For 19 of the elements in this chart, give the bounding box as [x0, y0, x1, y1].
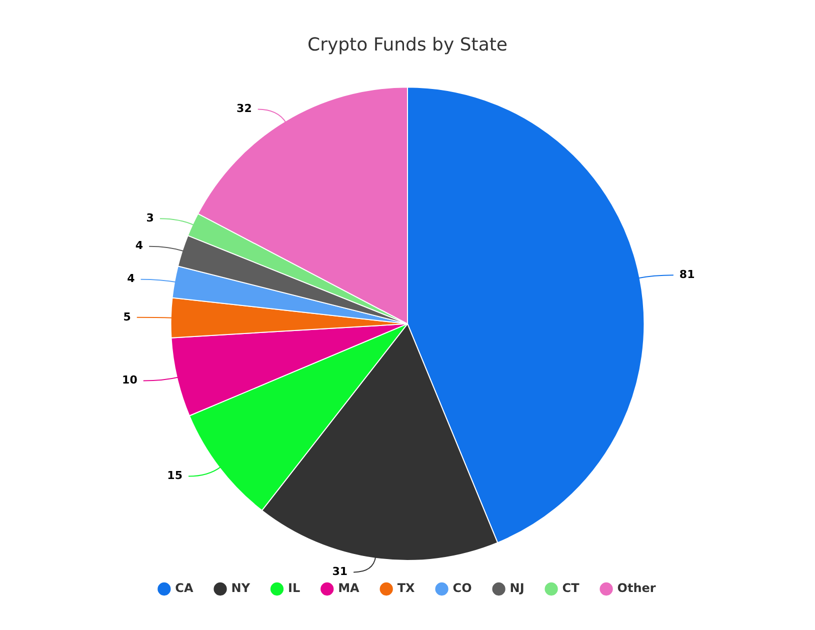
legend-label: TX: [397, 581, 416, 596]
legend-label: NJ: [510, 581, 524, 596]
legend-label: CO: [452, 581, 472, 596]
data-label: 4: [135, 239, 144, 252]
data-label: 5: [123, 310, 131, 324]
data-label: 81: [679, 268, 695, 282]
legend-label: CA: [175, 581, 194, 596]
legend-label: IL: [288, 581, 300, 596]
data-label: 4: [127, 272, 136, 286]
data-label: 32: [236, 102, 252, 116]
legend-label: CT: [562, 581, 580, 596]
data-label: 15: [167, 469, 182, 482]
data-label: 3: [146, 211, 154, 224]
legend-label: Other: [617, 581, 656, 596]
data-label: 10: [122, 374, 138, 387]
chart-title: Crypto Funds by State: [308, 34, 508, 56]
legend-label: NY: [231, 581, 250, 596]
data-label: 31: [332, 565, 348, 578]
legend-label: MA: [338, 581, 360, 596]
